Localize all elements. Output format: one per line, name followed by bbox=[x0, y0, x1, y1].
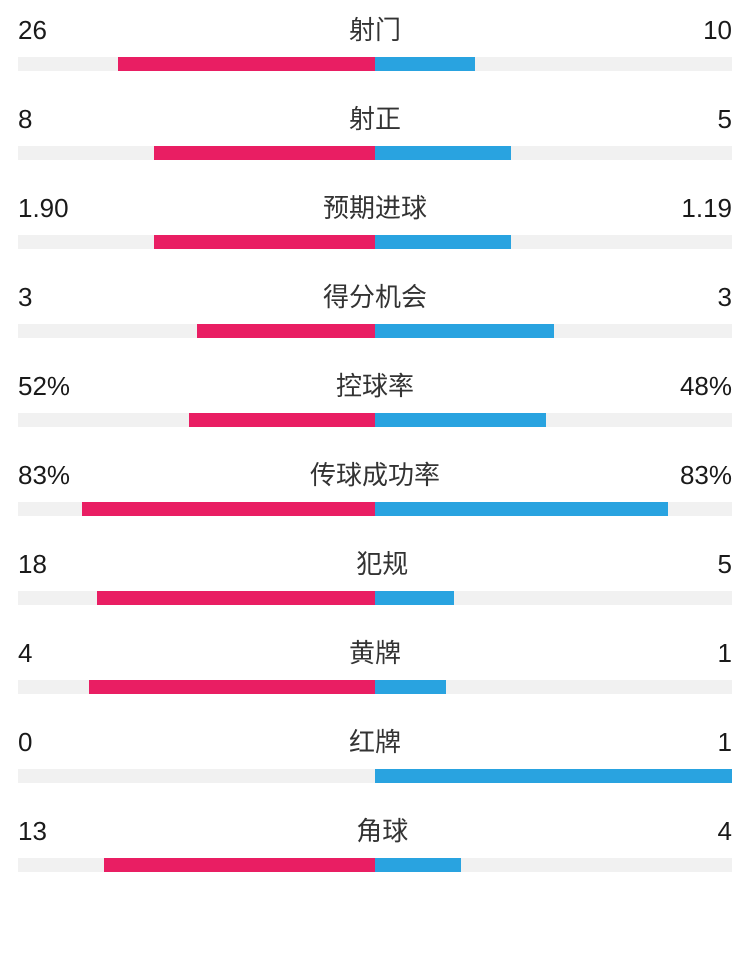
bar-track bbox=[18, 235, 732, 249]
stat-label: 控球率 bbox=[70, 366, 680, 403]
stat-label: 得分机会 bbox=[32, 277, 717, 314]
stat-header: 3得分机会3 bbox=[18, 277, 732, 314]
stat-left-value: 83% bbox=[18, 460, 70, 491]
bar-right bbox=[375, 324, 554, 338]
bar-right bbox=[375, 858, 461, 872]
stat-label: 预期进球 bbox=[69, 188, 682, 225]
bar-right bbox=[375, 57, 475, 71]
bar-left bbox=[197, 324, 376, 338]
stat-label: 射门 bbox=[47, 10, 703, 47]
stat-left-value: 0 bbox=[18, 727, 32, 758]
bar-right bbox=[375, 769, 732, 783]
bar-right bbox=[375, 502, 668, 516]
stat-row: 4黄牌1 bbox=[18, 633, 732, 694]
stats-container: 26射门108射正51.90预期进球1.193得分机会352%控球率48%83%… bbox=[0, 0, 750, 872]
stat-row: 3得分机会3 bbox=[18, 277, 732, 338]
stat-label: 角球 bbox=[47, 811, 718, 848]
stat-row: 8射正5 bbox=[18, 99, 732, 160]
stat-label: 红牌 bbox=[32, 722, 717, 759]
bar-right bbox=[375, 146, 511, 160]
bar-track bbox=[18, 858, 732, 872]
stat-header: 13角球4 bbox=[18, 811, 732, 848]
bar-track bbox=[18, 769, 732, 783]
bar-left bbox=[189, 413, 375, 427]
stat-row: 83%传球成功率83% bbox=[18, 455, 732, 516]
stat-left-value: 18 bbox=[18, 549, 47, 580]
stat-right-value: 1 bbox=[718, 727, 732, 758]
bar-track bbox=[18, 591, 732, 605]
stat-label: 犯规 bbox=[47, 544, 718, 581]
stat-right-value: 1 bbox=[718, 638, 732, 669]
bar-track bbox=[18, 680, 732, 694]
stat-label: 传球成功率 bbox=[70, 455, 680, 492]
stat-left-value: 26 bbox=[18, 15, 47, 46]
stat-header: 26射门10 bbox=[18, 10, 732, 47]
bar-left bbox=[118, 57, 375, 71]
bar-left bbox=[154, 146, 375, 160]
stat-right-value: 48% bbox=[680, 371, 732, 402]
stat-row: 13角球4 bbox=[18, 811, 732, 872]
stat-header: 4黄牌1 bbox=[18, 633, 732, 670]
stat-left-value: 1.90 bbox=[18, 193, 69, 224]
stat-label: 射正 bbox=[32, 99, 717, 136]
stat-header: 0红牌1 bbox=[18, 722, 732, 759]
bar-track bbox=[18, 413, 732, 427]
stat-header: 52%控球率48% bbox=[18, 366, 732, 403]
bar-right bbox=[375, 413, 546, 427]
stat-left-value: 52% bbox=[18, 371, 70, 402]
stat-header: 8射正5 bbox=[18, 99, 732, 136]
stat-header: 1.90预期进球1.19 bbox=[18, 188, 732, 225]
stat-left-value: 8 bbox=[18, 104, 32, 135]
stat-row: 1.90预期进球1.19 bbox=[18, 188, 732, 249]
stat-row: 26射门10 bbox=[18, 10, 732, 71]
stat-right-value: 5 bbox=[718, 549, 732, 580]
bar-left bbox=[89, 680, 375, 694]
bar-track bbox=[18, 324, 732, 338]
stat-right-value: 10 bbox=[703, 15, 732, 46]
stat-right-value: 5 bbox=[718, 104, 732, 135]
bar-left bbox=[104, 858, 375, 872]
bar-right bbox=[375, 235, 511, 249]
stat-left-value: 13 bbox=[18, 816, 47, 847]
stat-left-value: 4 bbox=[18, 638, 32, 669]
stat-row: 18犯规5 bbox=[18, 544, 732, 605]
bar-right bbox=[375, 680, 446, 694]
bar-right bbox=[375, 591, 454, 605]
stat-row: 52%控球率48% bbox=[18, 366, 732, 427]
stat-right-value: 83% bbox=[680, 460, 732, 491]
bar-track bbox=[18, 146, 732, 160]
bar-left bbox=[97, 591, 375, 605]
stat-label: 黄牌 bbox=[32, 633, 717, 670]
stat-row: 0红牌1 bbox=[18, 722, 732, 783]
bar-left bbox=[154, 235, 375, 249]
stat-header: 18犯规5 bbox=[18, 544, 732, 581]
bar-left bbox=[82, 502, 375, 516]
stat-right-value: 1.19 bbox=[681, 193, 732, 224]
stat-right-value: 4 bbox=[718, 816, 732, 847]
bar-track bbox=[18, 57, 732, 71]
bar-track bbox=[18, 502, 732, 516]
stat-header: 83%传球成功率83% bbox=[18, 455, 732, 492]
stat-right-value: 3 bbox=[718, 282, 732, 313]
stat-left-value: 3 bbox=[18, 282, 32, 313]
